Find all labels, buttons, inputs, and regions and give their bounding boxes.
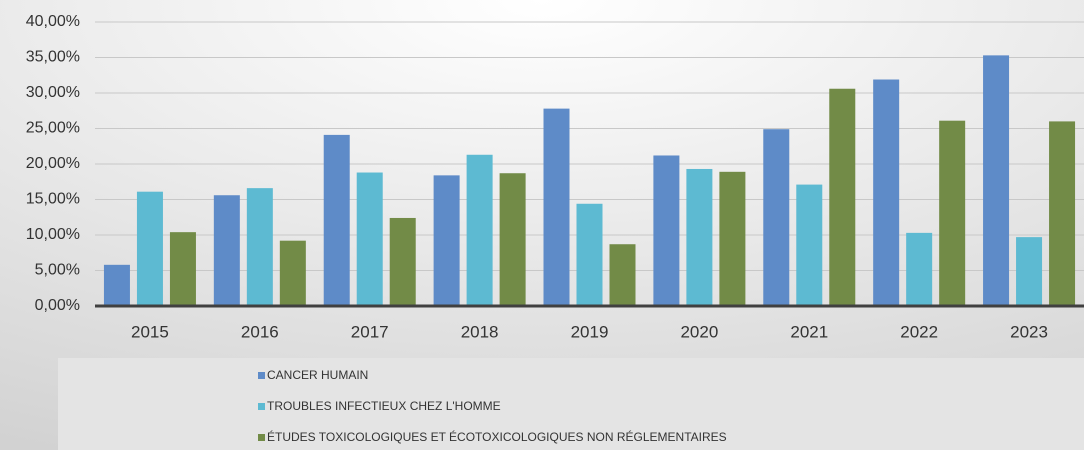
bar: [466, 154, 493, 306]
legend-label: ÉTUDES TOXICOLOGIQUES ET ÉCOTOXICOLOGIQU…: [267, 429, 727, 444]
x-tick-label: 2023: [1010, 322, 1048, 341]
y-tick-label: 0,00%: [35, 297, 80, 314]
legend-swatch: [258, 434, 265, 441]
legend-swatch: [258, 403, 265, 410]
bar: [213, 195, 240, 306]
bar: [576, 203, 603, 306]
x-tick-label: 2018: [461, 322, 499, 341]
bar: [796, 184, 823, 306]
bar: [983, 55, 1010, 307]
bar: [169, 232, 196, 306]
legend-label: CANCER HUMAIN: [267, 368, 368, 382]
y-tick-label: 15,00%: [26, 191, 80, 208]
bar: [103, 264, 130, 306]
bar: [906, 232, 933, 306]
legend-box: [58, 358, 1084, 450]
bar: [719, 171, 746, 306]
x-tick-label: 2019: [571, 322, 609, 341]
y-tick-label: 20,00%: [26, 155, 80, 172]
bar: [829, 88, 856, 307]
y-tick-label: 10,00%: [26, 226, 80, 243]
bar: [653, 155, 680, 306]
legend-swatch: [258, 372, 265, 379]
legend-label: TROUBLES INFECTIEUX CHEZ L'HOMME: [267, 399, 501, 413]
x-tick-label: 2016: [241, 322, 279, 341]
y-tick-label: 40,00%: [26, 13, 80, 30]
x-tick-label: 2021: [790, 322, 828, 341]
bar: [609, 244, 636, 306]
x-tick-label: 2020: [680, 322, 718, 341]
bar: [1049, 121, 1076, 307]
bar: [686, 168, 713, 306]
bar: [279, 240, 306, 306]
bar: [356, 172, 383, 306]
bar: [543, 108, 570, 307]
bar: [246, 188, 273, 306]
x-tick-label: 2022: [900, 322, 938, 341]
bar: [1016, 237, 1043, 306]
bar: [763, 129, 790, 306]
y-tick-label: 5,00%: [35, 262, 80, 279]
bar: [939, 120, 966, 306]
y-tick-label: 35,00%: [26, 49, 80, 66]
x-tick-label: 2017: [351, 322, 389, 341]
y-tick-label: 30,00%: [26, 84, 80, 101]
bar: [499, 173, 526, 306]
bar: [389, 217, 416, 306]
y-tick-label: 25,00%: [26, 120, 80, 137]
bar: [323, 134, 350, 306]
bar: [433, 175, 460, 306]
bar: [136, 191, 163, 306]
x-tick-label: 2015: [131, 322, 169, 341]
bar: [873, 79, 900, 306]
